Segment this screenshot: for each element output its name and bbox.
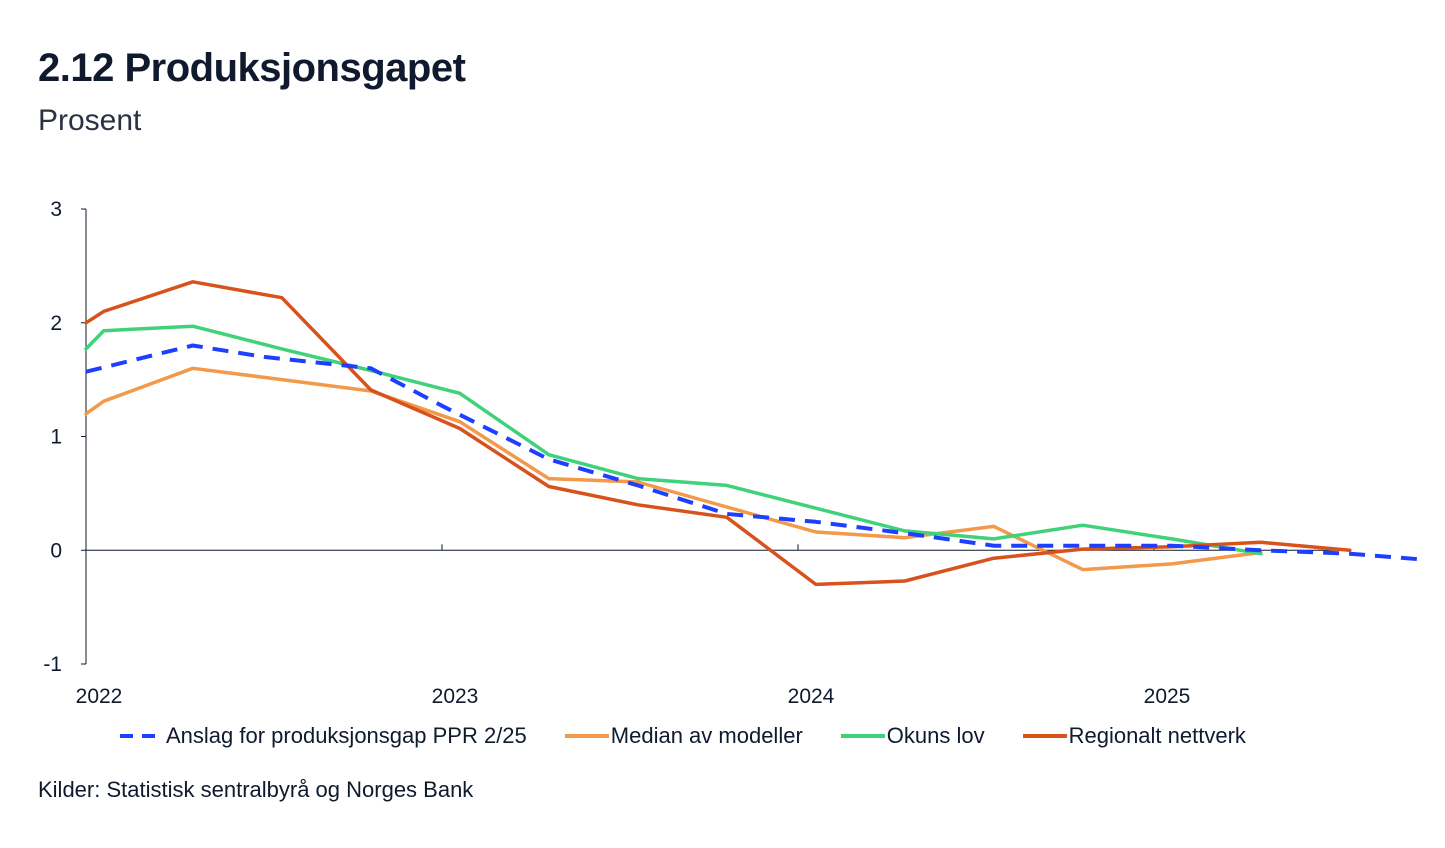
y-tick-label-0: 3 bbox=[50, 198, 62, 221]
x-tick-label-3: 2025 bbox=[1144, 685, 1191, 708]
legend-label-median: Median av modeller bbox=[610, 723, 803, 748]
legend-swatch-okun bbox=[840, 734, 885, 738]
legend-item-regional: Regionalt nettverk bbox=[1022, 723, 1246, 749]
y-tick-label-4: -1 bbox=[43, 653, 62, 676]
legend-label-regional: Regionalt nettverk bbox=[1068, 723, 1246, 748]
series-line-median bbox=[84, 366, 1263, 572]
legend-label-okun: Okuns lov bbox=[886, 723, 985, 748]
series-line-anslag bbox=[85, 343, 1422, 562]
chart-series bbox=[84, 280, 1422, 587]
chart-axes bbox=[81, 208, 1348, 665]
legend-item-median: Median av modeller bbox=[564, 723, 803, 749]
series-line-okun bbox=[84, 324, 1263, 556]
x-tick-label-2: 2024 bbox=[788, 685, 835, 708]
y-tick-label-3: 0 bbox=[50, 539, 62, 562]
x-tick-label-0: 2022 bbox=[76, 685, 123, 708]
legend-item-anslag: Anslag for produksjonsgap PPR 2/25 bbox=[120, 723, 527, 749]
chart-subtitle: Prosent bbox=[38, 104, 142, 137]
series-line-regional bbox=[84, 280, 1352, 587]
source-note: Kilder: Statistisk sentralbyrå og Norges… bbox=[38, 777, 474, 802]
y-tick-label-2: 1 bbox=[50, 426, 62, 449]
legend-swatch-regional bbox=[1022, 734, 1067, 738]
legend-swatch-median bbox=[564, 734, 609, 738]
x-tick-label-1: 2023 bbox=[432, 685, 479, 708]
legend-item-okun: Okuns lov bbox=[840, 723, 985, 749]
chart-legend: Anslag for produksjonsgap PPR 2/25 Media… bbox=[120, 723, 1284, 749]
y-tick-label-1: 2 bbox=[50, 312, 62, 335]
chart-tick-labels: 3 2 1 0 -1 2022 2023 2024 2025 bbox=[43, 198, 1190, 708]
chart-title: 2.12 Produksjonsgapet bbox=[38, 46, 466, 90]
legend-swatch-anslag bbox=[120, 734, 164, 738]
legend-label-anslag: Anslag for produksjonsgap PPR 2/25 bbox=[166, 723, 527, 748]
